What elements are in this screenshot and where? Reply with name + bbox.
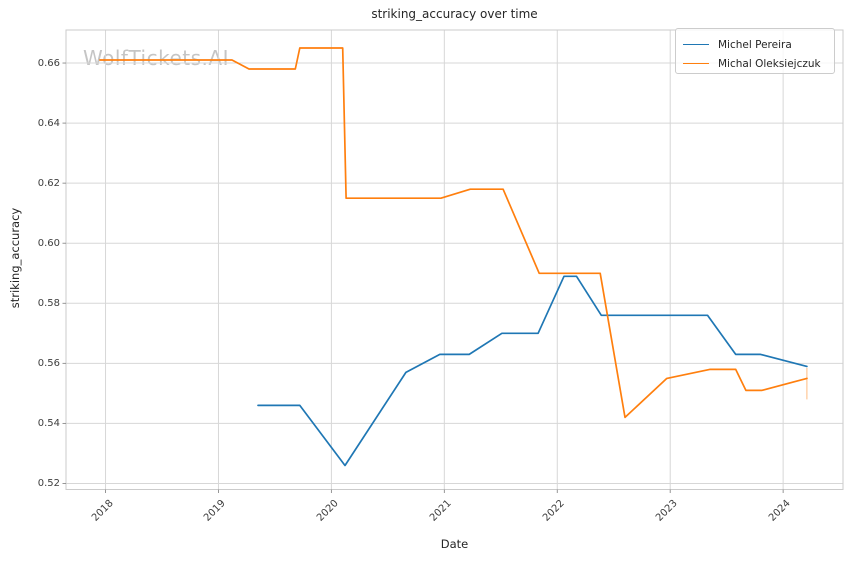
legend-swatch-orange [683, 63, 709, 64]
x-axis-label: Date [440, 537, 469, 551]
watermark: WolfTickets.AI [83, 46, 229, 70]
legend-label: Michel Pereira [718, 38, 792, 51]
axes-spines [65, 29, 844, 490]
y-tick-label: 0.66 [37, 57, 60, 69]
legend-swatch-blue [683, 44, 709, 45]
legend-item-michal-oleksiejczuk: Michal Oleksiejczuk [683, 54, 834, 73]
y-tick-label: 0.60 [37, 237, 60, 249]
legend: Michel Pereira Michal Oleksiejczuk [675, 28, 835, 74]
y-tick-label: 0.62 [37, 177, 60, 189]
y-tick-label: 0.56 [37, 357, 60, 369]
y-tick-label: 0.52 [37, 477, 60, 489]
y-tick-label: 0.54 [37, 417, 60, 429]
legend-label: Michal Oleksiejczuk [718, 57, 821, 70]
y-tick-label: 0.64 [37, 117, 60, 129]
chart-title: striking_accuracy over time [371, 7, 538, 21]
series-line-michal-oleksiejczuk [99, 47, 808, 419]
y-tick-label: 0.58 [37, 297, 60, 309]
series-line-michel-pereira [257, 275, 808, 467]
legend-item-michel-pereira: Michel Pereira [683, 35, 834, 54]
